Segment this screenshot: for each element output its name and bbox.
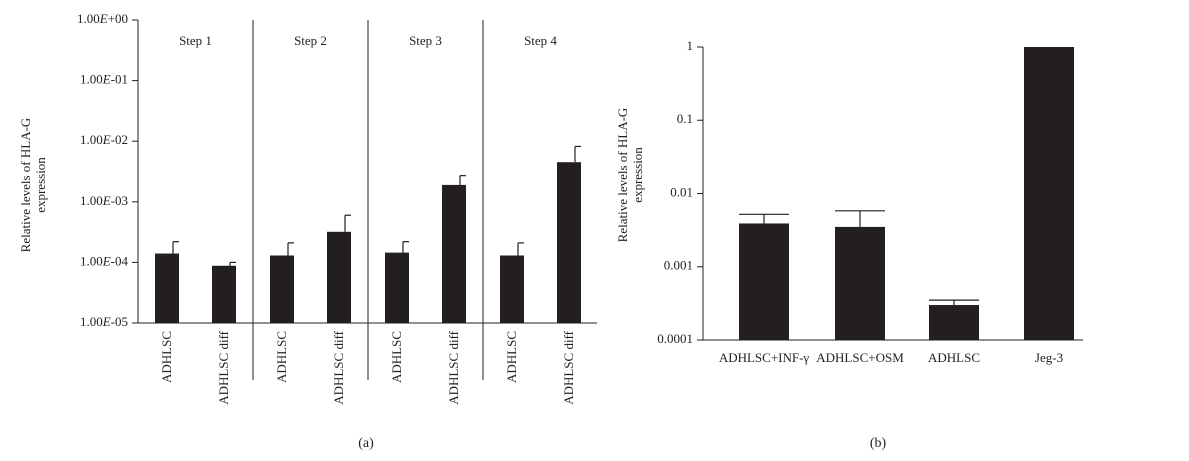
chart-b-category-label: ADHLSC+INF-γ <box>719 350 810 365</box>
chart-a-panel-label: (a) <box>358 436 374 451</box>
chart-a-bar <box>270 255 294 323</box>
chart-b-bar <box>739 223 789 340</box>
chart-b-ytick-label: 0.0001 <box>657 331 693 346</box>
chart-a-group-label: Step 3 <box>409 33 442 48</box>
chart-a-bar <box>557 162 581 323</box>
chart-a-bar <box>442 184 466 323</box>
chart-b-category-label: ADHLSC <box>928 350 980 365</box>
chart-a-category-label: ADHLSC <box>504 331 519 383</box>
chart-b-ytick-label: 0.01 <box>670 184 693 199</box>
chart-a-ytick-label: 1.00E-03 <box>80 193 128 208</box>
chart-b: Relative levels of HLA-G expression 1 0.1… <box>615 38 1083 451</box>
chart-a-bar <box>212 265 236 323</box>
chart-a-ytick-label: 1.00E-04 <box>80 253 129 268</box>
chart-b-bar <box>835 226 885 340</box>
chart-a-category-label: ADHLSC <box>389 331 404 383</box>
chart-b-bar <box>929 305 979 340</box>
chart-b-category-label: Jeg-3 <box>1035 350 1063 365</box>
chart-a-bar <box>385 252 409 323</box>
chart-b-ytick-label: 1 <box>687 38 694 53</box>
chart-b-ylabel-line2: expression <box>630 147 645 203</box>
chart-a-bar <box>500 255 524 323</box>
chart-a-bar <box>155 253 179 323</box>
chart-a: Relative levels of HLA-G expression 1.00… <box>18 11 597 451</box>
chart-b-ytick-label: 0.001 <box>664 258 693 273</box>
chart-b-bar <box>1024 47 1074 340</box>
chart-b-category-label: ADHLSC+OSM <box>816 350 904 365</box>
chart-a-ytick-label: 1.00E+00 <box>77 11 128 26</box>
chart-b-ytick-label: 0.1 <box>677 111 693 126</box>
chart-b-ylabel-line1: Relative levels of HLA-G <box>615 108 630 243</box>
chart-a-ylabel-line2: expression <box>33 157 48 213</box>
chart-a-group-label: Step 2 <box>294 33 327 48</box>
chart-a-ytick-label: 1.00E-02 <box>80 132 128 147</box>
chart-a-category-label: ADHLSC diff <box>446 330 461 404</box>
chart-a-ytick-label: 1.00E-01 <box>80 72 128 87</box>
chart-a-group-label: Step 1 <box>179 33 212 48</box>
chart-a-ytick-label: 1.00E-05 <box>80 314 128 329</box>
chart-a-category-label: ADHLSC <box>159 331 174 383</box>
chart-b-panel-label: (b) <box>870 436 887 451</box>
chart-a-category-label: ADHLSC <box>274 331 289 383</box>
chart-a-category-label: ADHLSC diff <box>216 330 231 404</box>
chart-a-group-label: Step 4 <box>524 33 557 48</box>
chart-a-bar <box>327 231 351 323</box>
chart-a-category-label: ADHLSC diff <box>331 330 346 404</box>
chart-a-category-label: ADHLSC diff <box>561 330 576 404</box>
chart-a-ylabel-line1: Relative levels of HLA-G <box>18 118 33 253</box>
